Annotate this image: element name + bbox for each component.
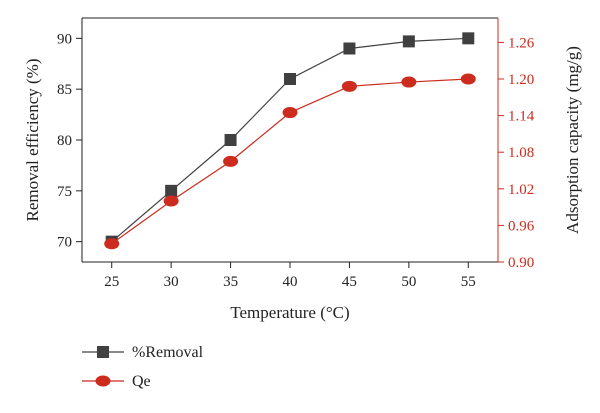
y-left-tick-label: 75 xyxy=(57,184,72,200)
y-left-tick-label: 70 xyxy=(57,235,72,251)
y-right-tick-label: 1.02 xyxy=(508,182,534,198)
x-tick-label: 55 xyxy=(461,274,476,290)
legend-label: %Removal xyxy=(132,344,204,361)
data-point-square xyxy=(284,73,296,85)
data-point-circle xyxy=(460,73,476,85)
y-axis-left-title: Removal efficiency (%) xyxy=(23,58,42,221)
plot-frame xyxy=(81,17,499,263)
data-point-square xyxy=(402,35,415,48)
x-axis-title: Temperature (°C) xyxy=(230,303,349,322)
data-point-square xyxy=(165,184,178,197)
legend-marker-circle xyxy=(95,375,111,387)
data-point-square xyxy=(462,32,475,45)
data-point-circle xyxy=(104,238,120,250)
y-right-tick-label: 1.20 xyxy=(508,72,534,88)
data-point-square xyxy=(224,134,237,146)
data-point-square xyxy=(343,42,356,55)
y-left-tick-label: 85 xyxy=(57,82,72,98)
x-tick-label: 25 xyxy=(104,274,119,290)
legend-label: Qe xyxy=(132,373,151,390)
x-tick-label: 35 xyxy=(223,274,238,290)
data-point-circle xyxy=(163,195,179,207)
y-axis-right-title: Adsorption capacity (mg/g) xyxy=(563,46,582,234)
series-line-removal xyxy=(111,37,469,243)
series-line-qe xyxy=(111,78,469,245)
y-axis-left: 70 75 80 85 90 xyxy=(57,31,82,251)
x-tick-label: 45 xyxy=(342,274,357,290)
y-left-tick-label: 80 xyxy=(57,133,72,149)
x-axis: 25 30 35 40 45 50 55 xyxy=(104,262,476,290)
y-left-tick-label: 90 xyxy=(57,31,72,47)
x-tick-label: 30 xyxy=(164,274,179,290)
y-right-tick-label: 1.14 xyxy=(508,109,535,125)
data-point-circle xyxy=(282,107,298,119)
x-tick-label: 40 xyxy=(283,274,298,290)
y-right-tick-label: 0.90 xyxy=(508,255,534,271)
x-tick-label: 50 xyxy=(401,274,416,290)
y-axis-right: 0.90 0.96 1.02 1.08 1.14 1.20 1.26 xyxy=(498,35,535,271)
legend: %Removal Qe xyxy=(82,344,204,390)
data-point-circle xyxy=(223,155,239,167)
y-right-tick-label: 1.26 xyxy=(508,35,535,51)
data-point-circle xyxy=(401,76,417,88)
data-point-circle xyxy=(341,80,357,92)
series-layer xyxy=(104,32,476,250)
y-right-tick-label: 1.08 xyxy=(508,145,534,161)
legend-marker-square xyxy=(97,346,109,358)
y-right-tick-label: 0.96 xyxy=(508,218,535,234)
